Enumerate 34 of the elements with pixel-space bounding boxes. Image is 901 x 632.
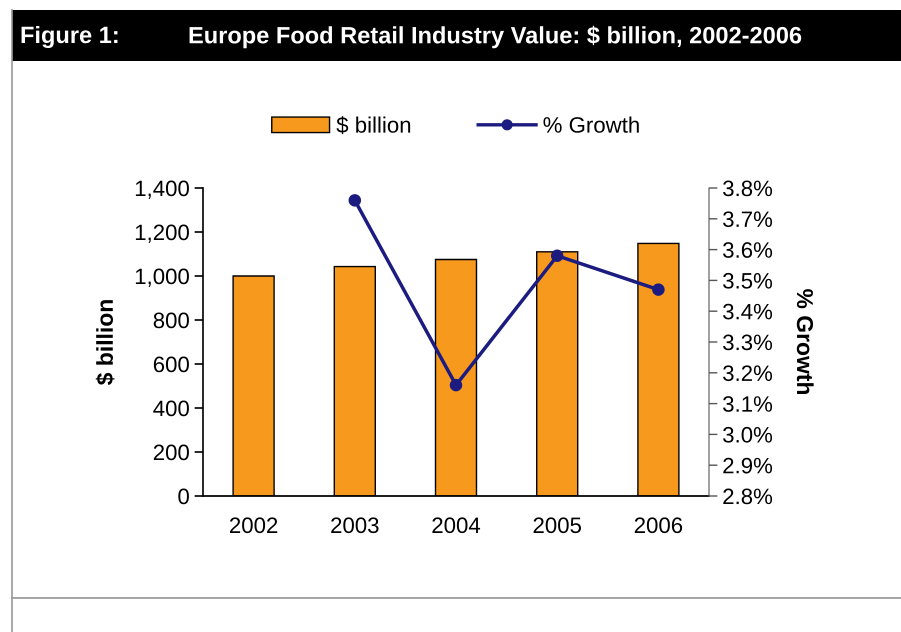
x-tick-label: 2006 [634,517,682,534]
y-tick-label: 200 [154,444,189,460]
chart-subtitle: Europe Food Retail Industry Value: $ billion, 2002-2006 [190,26,802,48]
y-tick-label: 1,400 [136,180,189,199]
point [550,250,564,262]
y2-tick-label: 3.8% [723,180,772,196]
y2-tick-label: 3.4% [723,304,772,320]
y2-axis-title: % Growth [796,289,814,394]
y2-tick-label: 3.1% [723,396,772,412]
y-axis-title: $ billion [96,300,114,385]
y2-tick-label: 3.2% [723,365,772,382]
y-tick-label: 400 [153,400,189,416]
y-tick-label: 1,200 [136,224,189,243]
point [450,378,462,392]
y2-tick-label: 3.3% [723,334,772,350]
chart-title: Figure 1: [22,26,118,48]
y2-tick-label: 2.9% [723,458,772,474]
x-tick-label: 2002 [230,517,278,534]
y2-tick-label: 3.5% [723,272,772,289]
x-tick-label: 2003 [331,517,379,534]
legend-label: $ billion [336,116,410,134]
x-tick-label: 2005 [534,517,581,534]
y2-tick-label: 3.7% [723,211,772,228]
y2-tick-label: 3.6% [723,242,772,258]
point [348,194,362,207]
x-tick-label: 2004 [432,517,480,534]
y-tick-label: 800 [154,312,189,328]
legend-label: % Growth [543,116,639,133]
y-tick-label: 0 [178,488,189,504]
y2-tick-label: 3.0% [723,426,772,443]
point [652,283,665,296]
y-tick-label: 1,000 [136,268,189,287]
y-tick-label: 600 [154,356,189,372]
y2-tick-label: 2.8% [723,488,772,504]
